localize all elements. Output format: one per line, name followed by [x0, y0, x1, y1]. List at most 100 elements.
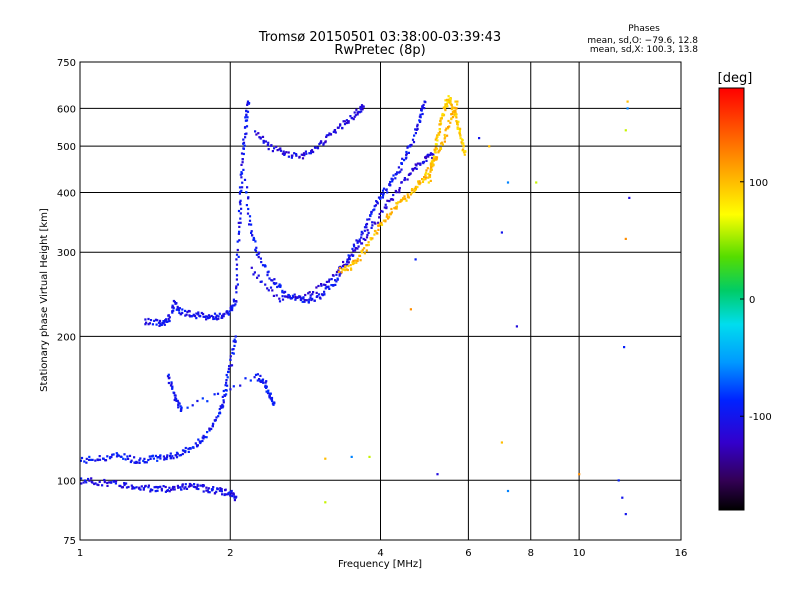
echo-point	[143, 457, 146, 460]
echo-point	[423, 100, 426, 103]
echo-point	[189, 484, 192, 488]
chart-subtitle: RwPretec (8p)	[334, 43, 425, 58]
echo-point	[235, 263, 239, 266]
echo-point	[318, 143, 321, 146]
echo-point	[460, 138, 464, 141]
echo-point	[395, 205, 398, 208]
echo-point	[327, 280, 330, 283]
echo-point	[424, 173, 427, 176]
echo-point	[409, 144, 413, 147]
y-tick-label: 300	[57, 248, 76, 259]
echo-point	[110, 455, 113, 459]
echo-point	[395, 191, 398, 194]
echo-point	[117, 454, 120, 457]
echo-point	[324, 501, 327, 504]
echo-point	[386, 213, 389, 216]
echo-point	[346, 263, 349, 266]
echo-point	[450, 118, 453, 121]
echo-point	[221, 404, 224, 407]
echo-point	[422, 160, 426, 163]
echo-point	[244, 136, 247, 139]
echo-point	[270, 398, 273, 401]
echo-point	[166, 489, 169, 492]
echo-point	[225, 393, 228, 396]
echo-point	[329, 133, 333, 136]
echo-point	[365, 226, 368, 229]
echo-point	[127, 457, 130, 460]
echo-point	[281, 291, 284, 294]
echo-point	[240, 189, 243, 192]
echo-point	[325, 135, 328, 138]
echo-point	[432, 153, 435, 156]
echo-point	[442, 114, 445, 117]
echo-point	[264, 381, 267, 384]
echo-point	[216, 487, 219, 491]
echo-point	[397, 166, 400, 169]
echo-point	[327, 134, 330, 137]
echo-point	[269, 392, 272, 395]
echo-point	[249, 379, 252, 382]
echo-point	[356, 112, 359, 115]
echo-point	[234, 303, 237, 306]
echo-point	[139, 457, 142, 460]
echo-point	[356, 259, 359, 263]
echo-point	[389, 184, 392, 187]
echo-point	[407, 195, 410, 199]
echo-point	[403, 159, 406, 162]
echo-point	[177, 309, 181, 312]
echo-point	[308, 291, 311, 294]
echo-point	[239, 384, 242, 387]
echo-point	[299, 297, 302, 300]
echo-point	[443, 133, 446, 137]
echo-point	[506, 181, 510, 184]
echo-point	[88, 479, 91, 482]
echo-point	[239, 217, 242, 220]
echo-point	[177, 406, 180, 409]
echo-point	[175, 302, 178, 305]
echo-point	[271, 289, 274, 292]
echo-point	[251, 234, 254, 237]
echo-point	[177, 403, 180, 406]
echo-point	[359, 259, 362, 262]
echo-point	[422, 178, 425, 181]
x-tick-label: 1	[77, 548, 83, 559]
echo-point	[311, 293, 314, 296]
echo-point	[374, 204, 377, 207]
echo-point	[175, 308, 178, 311]
echo-point	[444, 99, 447, 102]
echo-point	[363, 229, 366, 232]
echo-point	[623, 346, 626, 349]
echo-point	[404, 197, 407, 200]
echo-point	[162, 485, 165, 488]
echo-point	[278, 297, 281, 300]
echo-point	[390, 198, 393, 201]
echo-point	[121, 486, 124, 489]
echo-point	[360, 104, 364, 107]
echo-point	[344, 269, 347, 272]
echo-point	[406, 193, 409, 196]
echo-point	[403, 177, 406, 180]
echo-point	[424, 171, 428, 174]
echo-point	[177, 486, 180, 489]
echo-point	[171, 487, 174, 490]
echo-point	[381, 189, 385, 192]
echo-point	[456, 121, 459, 124]
echo-point	[208, 315, 211, 318]
echo-point	[171, 387, 174, 390]
echo-point	[325, 285, 328, 289]
echo-point	[334, 279, 337, 282]
echo-point	[235, 274, 239, 277]
echo-point	[368, 455, 371, 458]
echo-point	[328, 278, 331, 281]
echo-point	[194, 315, 197, 318]
echo-point	[418, 180, 421, 183]
echo-point	[246, 110, 250, 113]
echo-point	[167, 381, 170, 385]
echo-point	[365, 244, 368, 247]
echo-point	[184, 486, 187, 489]
echo-point	[215, 490, 218, 493]
echo-point	[237, 221, 240, 224]
echo-point	[382, 194, 385, 197]
echo-point	[256, 373, 259, 376]
echo-point	[324, 457, 327, 460]
